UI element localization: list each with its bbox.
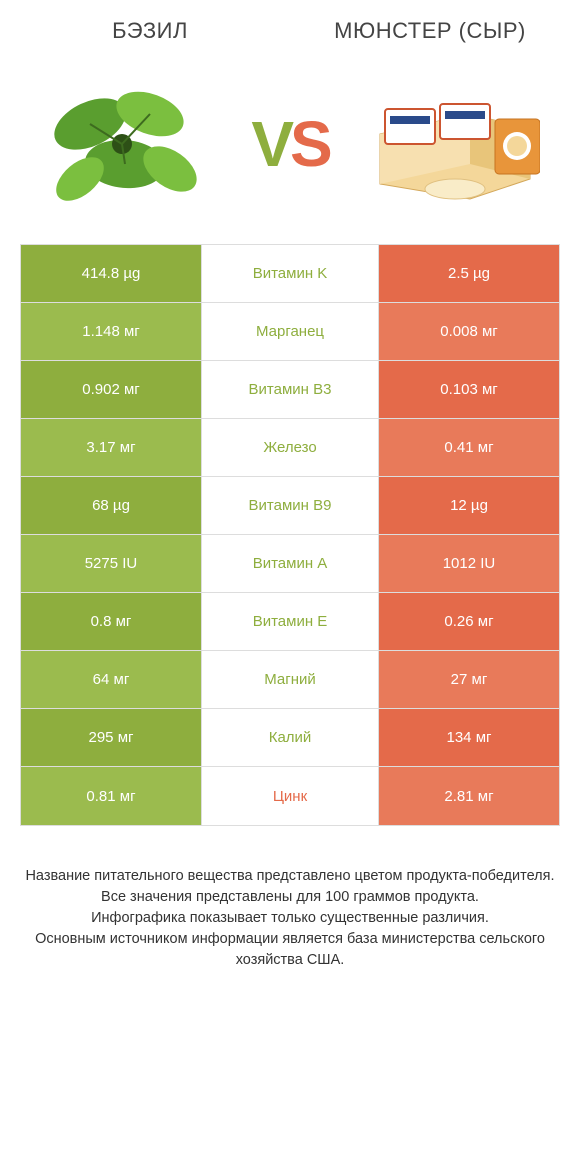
cell-left-value: 295 мг <box>21 709 201 766</box>
cell-left-value: 0.81 мг <box>21 767 201 825</box>
cell-right-value: 0.103 мг <box>379 361 559 418</box>
cell-nutrient-label: Витамин E <box>201 593 379 650</box>
cell-right-value: 0.41 мг <box>379 419 559 476</box>
table-row: 295 мгКалий134 мг <box>21 709 559 767</box>
footer-line: Инфографика показывает только существенн… <box>20 908 560 929</box>
table-row: 64 мгМагний27 мг <box>21 651 559 709</box>
cell-left-value: 414.8 µg <box>21 245 201 302</box>
cell-right-value: 134 мг <box>379 709 559 766</box>
cell-nutrient-label: Калий <box>201 709 379 766</box>
vs-s: S <box>290 107 329 181</box>
cell-left-value: 5275 IU <box>21 535 201 592</box>
cell-right-value: 27 мг <box>379 651 559 708</box>
table-row: 5275 IUВитамин A1012 IU <box>21 535 559 593</box>
footer-line: Основным источником информации является … <box>20 929 560 971</box>
table-row: 68 µgВитамин B912 µg <box>21 477 559 535</box>
footer-notes: Название питательного вещества представл… <box>20 866 560 971</box>
basil-image <box>40 64 210 224</box>
table-row: 414.8 µgВитамин K2.5 µg <box>21 245 559 303</box>
vs-label: VS <box>251 107 328 181</box>
cell-nutrient-label: Цинк <box>201 767 379 825</box>
cell-left-value: 0.902 мг <box>21 361 201 418</box>
footer-line: Название питательного вещества представл… <box>20 866 560 887</box>
cell-nutrient-label: Витамин A <box>201 535 379 592</box>
table-row: 3.17 мгЖелезо0.41 мг <box>21 419 559 477</box>
cell-nutrient-label: Витамин B9 <box>201 477 379 534</box>
cell-right-value: 12 µg <box>379 477 559 534</box>
nutrient-table: 414.8 µgВитамин K2.5 µg1.148 мгМарганец0… <box>20 244 560 826</box>
cell-right-value: 2.81 мг <box>379 767 559 825</box>
cell-left-value: 68 µg <box>21 477 201 534</box>
hero-row: VS <box>0 54 580 244</box>
vs-v: V <box>251 107 290 181</box>
cell-nutrient-label: Железо <box>201 419 379 476</box>
cell-left-value: 0.8 мг <box>21 593 201 650</box>
footer-line: Все значения представлены для 100 граммо… <box>20 887 560 908</box>
cell-right-value: 0.008 мг <box>379 303 559 360</box>
header-row: БЭЗИЛ МЮНСТЕР (СЫР) <box>0 0 580 54</box>
cell-left-value: 3.17 мг <box>21 419 201 476</box>
cell-right-value: 1012 IU <box>379 535 559 592</box>
cheese-image <box>370 64 540 224</box>
table-row: 0.8 мгВитамин E0.26 мг <box>21 593 559 651</box>
cell-nutrient-label: Витамин K <box>201 245 379 302</box>
table-row: 0.81 мгЦинк2.81 мг <box>21 767 559 825</box>
cell-right-value: 2.5 µg <box>379 245 559 302</box>
cell-left-value: 1.148 мг <box>21 303 201 360</box>
cell-right-value: 0.26 мг <box>379 593 559 650</box>
cell-nutrient-label: Марганец <box>201 303 379 360</box>
cell-left-value: 64 мг <box>21 651 201 708</box>
cell-nutrient-label: Витамин B3 <box>201 361 379 418</box>
cell-nutrient-label: Магний <box>201 651 379 708</box>
header-right-title: МЮНСТЕР (СЫР) <box>290 18 570 44</box>
table-row: 0.902 мгВитамин B30.103 мг <box>21 361 559 419</box>
table-row: 1.148 мгМарганец0.008 мг <box>21 303 559 361</box>
header-left-title: БЭЗИЛ <box>10 18 290 44</box>
